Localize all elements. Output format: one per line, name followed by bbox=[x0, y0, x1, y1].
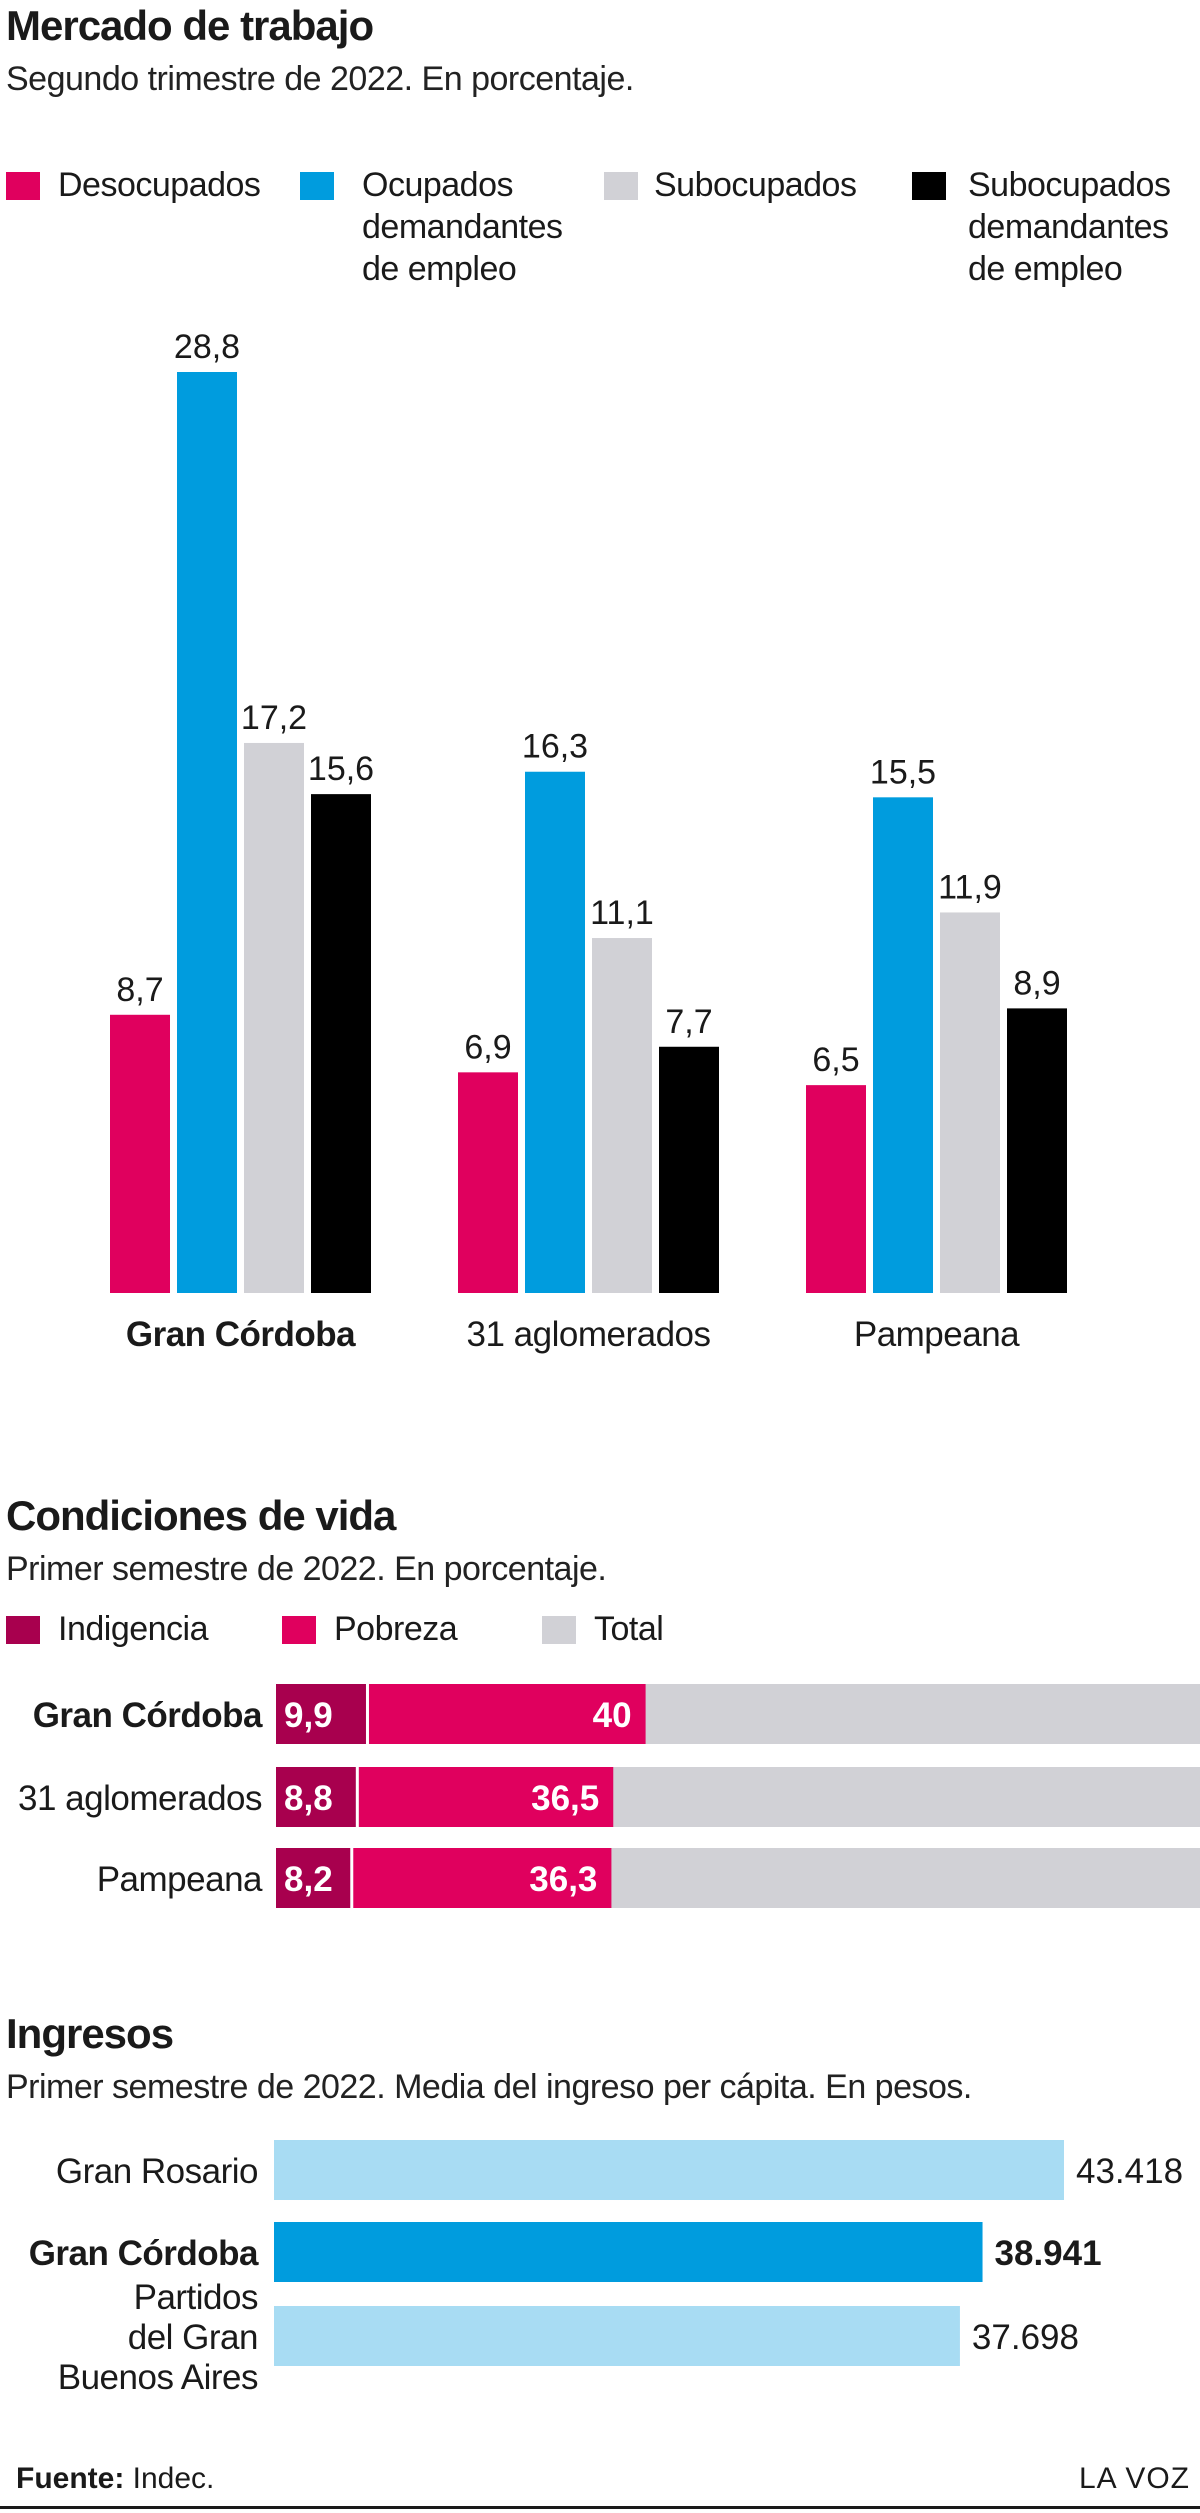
value-label-31-aglomerados-subocupados-demandantes-de-empleo: 7,7 bbox=[665, 1003, 712, 1041]
bar-pampeana-indigencia bbox=[276, 1848, 352, 1908]
legend-label-pobreza: Pobreza bbox=[334, 1610, 458, 1648]
legend-label-subocupados-demandantes: Subocupados demandantes de empleo bbox=[968, 166, 1171, 288]
bar-pampeana-desocupados bbox=[806, 1085, 866, 1293]
chart2-plot: 9,9 40 Gran Córdoba 8,8 36,5 31 aglomerados 8,… bbox=[18, 1684, 1200, 1908]
value-label-31-aglomerados-ocupados-demandantes-de-empleo: 16,3 bbox=[522, 728, 588, 766]
category-label-line: Buenos Aires bbox=[58, 2358, 258, 2397]
legend-label-ocupados-demandantes: Ocupados demandantes de empleo bbox=[362, 166, 563, 288]
bar-pampeana-ocupados-demandantes-de-empleo bbox=[873, 797, 933, 1293]
bar-pampeana-subocupados bbox=[940, 912, 1000, 1293]
source-label: Fuente: bbox=[16, 2462, 125, 2495]
legend-label-indigencia: Indigencia bbox=[58, 1610, 209, 1648]
value-label-gran-cordoba-subocupados: 17,2 bbox=[241, 699, 307, 737]
value-label-gran-cordoba-indigencia: 9,9 bbox=[284, 1696, 333, 1735]
chart1-title: Mercado de trabajo bbox=[6, 2, 374, 49]
legend-label-total: Total bbox=[594, 1610, 664, 1648]
bar-gran-cordoba-indigencia bbox=[276, 1684, 368, 1744]
value-label-31-aglomerados-pobreza: 36,5 bbox=[531, 1779, 599, 1818]
category-label-line: del Gran bbox=[128, 2318, 258, 2357]
legend-swatch-subocupados-demandantes bbox=[912, 172, 946, 200]
category-label-gran-cordoba: Gran Córdoba bbox=[33, 1696, 263, 1735]
value-label-gran-cordoba-desocupados: 8,7 bbox=[116, 971, 163, 1009]
bar-pampeana-subocupados-demandantes-de-empleo bbox=[1007, 1008, 1067, 1293]
legend-swatch-desocupados bbox=[6, 172, 40, 200]
value-label-31-aglomerados-subocupados: 11,1 bbox=[590, 894, 654, 932]
source-value: Indec. bbox=[124, 2462, 215, 2495]
category-label-pampeana: Pampeana bbox=[97, 1860, 263, 1899]
value-label-partidos-del-gran-buenos-aires: 37.698 bbox=[972, 2318, 1079, 2357]
bar-31-aglomerados-indigencia bbox=[276, 1767, 358, 1827]
legend-swatch-ocupados-demandantes bbox=[300, 172, 334, 200]
legend-label-subocupados: Subocupados bbox=[654, 166, 857, 204]
bar-gran-cordoba-subocupados-demandantes-de-empleo bbox=[311, 794, 371, 1293]
category-label-partidos-del-gran-buenos-aires: Partidos del Gran Buenos Aires bbox=[58, 2278, 258, 2397]
category-label-pampeana: Pampeana bbox=[854, 1315, 1020, 1354]
bar-gran-cordoba-subocupados bbox=[244, 742, 304, 1293]
category-label-gran-cordoba: Gran Córdoba bbox=[126, 1315, 356, 1354]
value-label-pampeana-pobreza: 36,3 bbox=[529, 1860, 597, 1899]
legend-swatch-pobreza bbox=[282, 1616, 316, 1644]
value-label-pampeana-desocupados: 6,5 bbox=[812, 1041, 859, 1079]
bar-partidos-del-gran-buenos-aires bbox=[274, 2306, 960, 2366]
value-label-pampeana-ocupados-demandantes-de-empleo: 15,5 bbox=[870, 753, 936, 791]
value-label-31-aglomerados-indigencia: 8,8 bbox=[284, 1779, 333, 1818]
bar-gran-cordoba-ocupados-demandantes-de-empleo bbox=[177, 372, 237, 1293]
bar-31-aglomerados-desocupados bbox=[458, 1072, 518, 1293]
brand-logo: LA VOZ bbox=[1078, 2462, 1190, 2495]
bar-gran-cordoba-desocupados bbox=[110, 1014, 170, 1293]
value-label-gran-rosario: 43.418 bbox=[1076, 2152, 1183, 2191]
chart3-title: Ingresos bbox=[6, 2010, 174, 2057]
chart1-plot: 8,7 28,8 17,215,6 Gran Córdoba 6,9 16,3 11,1 7,… bbox=[110, 328, 1067, 1354]
chart2-title: Condiciones de vida bbox=[6, 1492, 396, 1539]
legend-swatch-indigencia bbox=[6, 1616, 40, 1644]
category-label-31-aglomerados: 31 aglomerados bbox=[18, 1779, 262, 1818]
bar-gran-cordoba bbox=[274, 2222, 983, 2282]
value-label-pampeana-subocupados: 11,9 bbox=[938, 868, 1002, 906]
value-label-pampeana-indigencia: 8,2 bbox=[284, 1860, 333, 1899]
value-label-gran-cordoba-ocupados-demandantes-de-empleo: 28,8 bbox=[174, 328, 240, 366]
bar-31-aglomerados-ocupados-demandantes-de-empleo bbox=[525, 771, 585, 1293]
value-label-31-aglomerados-desocupados: 6,9 bbox=[464, 1028, 511, 1066]
chart2-subtitle: Primer semestre de 2022. En porcentaje. bbox=[6, 1550, 607, 1588]
category-label-gran-rosario: Gran Rosario bbox=[56, 2152, 258, 2191]
chart3-plot: 43.418 Gran Rosario 38.941 Gran Córdoba 37.6… bbox=[29, 2140, 1183, 2397]
bar-31-aglomerados-subocupados bbox=[592, 938, 652, 1293]
source-note: Fuente: Indec. bbox=[16, 2462, 214, 2496]
value-label-gran-cordoba-pobreza: 40 bbox=[593, 1696, 632, 1735]
chart1-subtitle: Segundo trimestre de 2022. En porcentaje… bbox=[6, 60, 634, 98]
category-label-31-aglomerados: 31 aglomerados bbox=[467, 1315, 711, 1354]
value-label-pampeana-subocupados-demandantes-de-empleo: 8,9 bbox=[1013, 964, 1060, 1002]
category-label-line: Gran Córdoba bbox=[29, 2234, 259, 2273]
category-label-line: Partidos bbox=[134, 2278, 258, 2317]
category-label-gran-cordoba: Gran Córdoba bbox=[29, 2234, 259, 2273]
footer-divider bbox=[0, 2506, 1200, 2509]
chart3-subtitle: Primer semestre de 2022. Media del ingre… bbox=[6, 2068, 972, 2106]
bar-31-aglomerados-subocupados-demandantes-de-empleo bbox=[659, 1046, 719, 1293]
legend-swatch-total bbox=[542, 1616, 576, 1644]
legend-label-desocupados: Desocupados bbox=[58, 166, 261, 204]
value-label-gran-cordoba: 38.941 bbox=[995, 2234, 1102, 2273]
value-label-gran-cordoba-subocupados-demandantes-de-empleo: 15,6 bbox=[308, 750, 374, 788]
legend-swatch-subocupados bbox=[604, 172, 638, 200]
bar-gran-rosario bbox=[274, 2140, 1064, 2200]
category-label-line: Gran Rosario bbox=[56, 2152, 258, 2191]
